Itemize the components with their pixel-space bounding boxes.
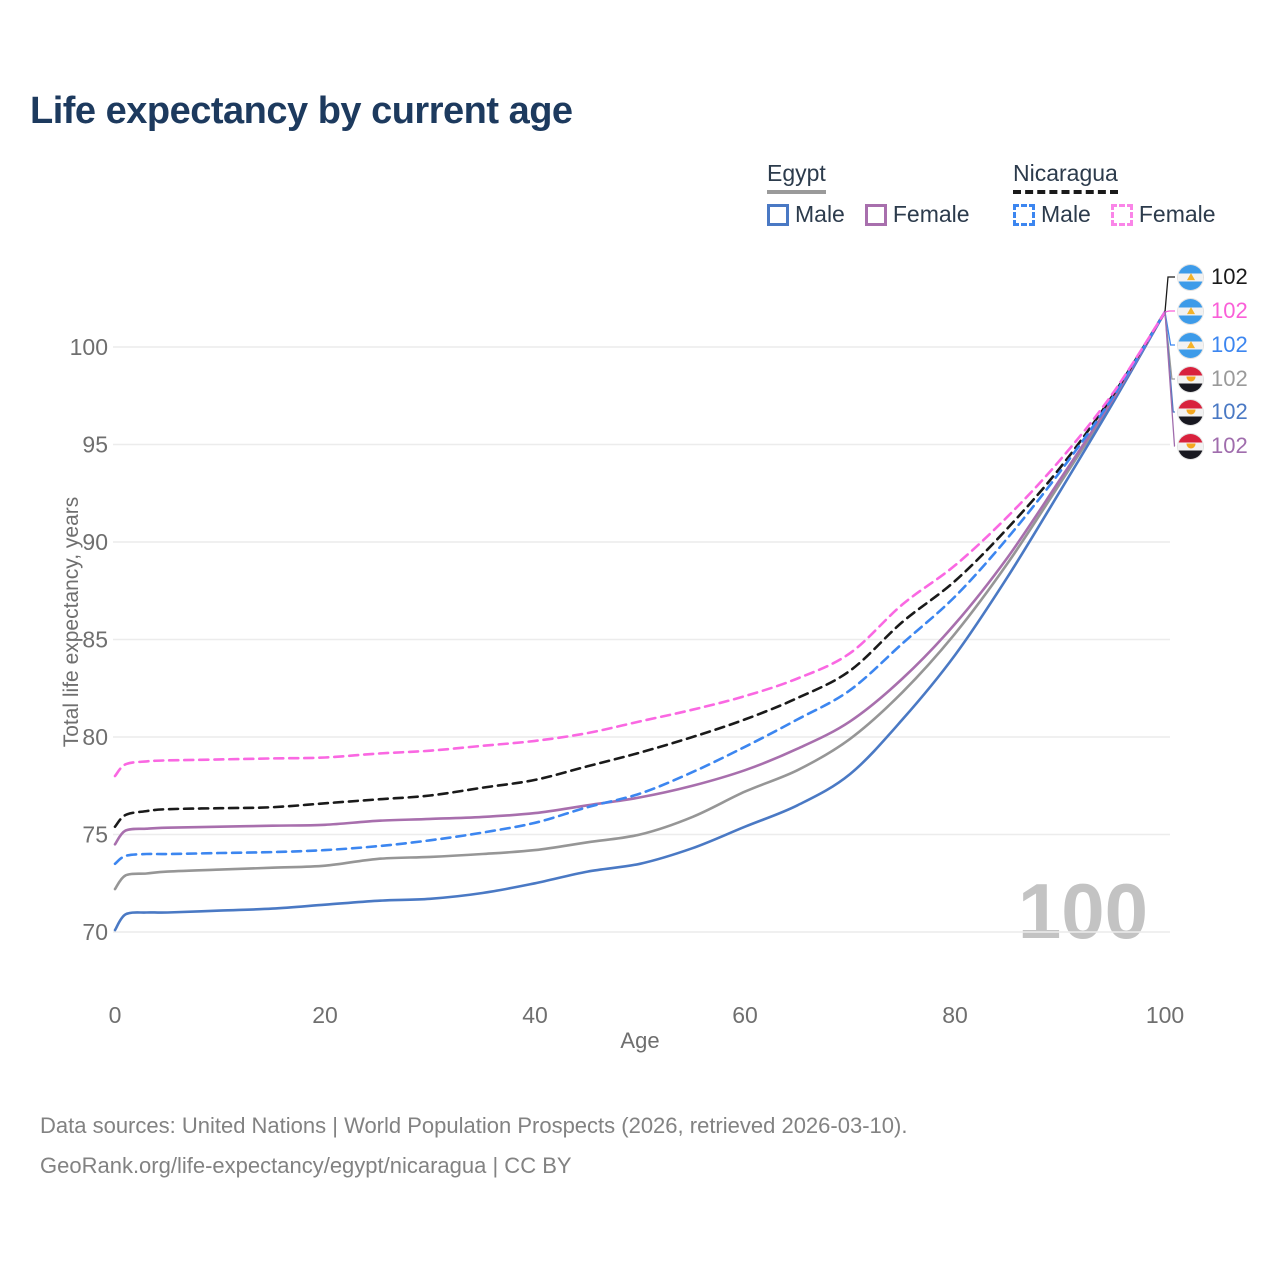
y-tick-label-75: 75 [82,822,108,848]
x-tick-label-40: 40 [522,1002,548,1028]
legend-label: Male [795,201,845,227]
end-label-value: 102 [1211,366,1248,391]
end-label-connector-nicaragua-male [1164,311,1175,346]
series-line-nicaragua-female[interactable] [113,310,1167,778]
x-tick-label-20: 20 [312,1002,338,1028]
nicaragua-flag-icon [1178,264,1203,290]
footer-sources: Data sources: United Nations | World Pop… [40,1113,908,1138]
end-label-egypt-female: 102 [1178,433,1248,459]
legend-label: Female [1138,201,1216,227]
footer-url: GeoRank.org/life-expectancy/egypt/nicara… [40,1153,572,1178]
y-tick-label-85: 85 [82,627,108,653]
end-label-nicaragua-female: 102 [1178,298,1248,324]
end-label-egypt-male: 102 [1178,399,1248,425]
legend-heading-nicaragua: Nicaragua [1013,160,1118,194]
legend-group-egypt: Egypt Male Female [767,160,970,228]
egypt-flag-icon [1178,366,1203,392]
end-label-value: 102 [1211,264,1248,289]
footer: Data sources: United Nations | World Pop… [40,1106,907,1186]
legend-items-egypt: Male Female [767,201,970,228]
legend-item-nicaragua-male[interactable]: Male [1013,201,1091,228]
legend-items-nicaragua: Male Female [1013,201,1216,228]
end-label-value: 102 [1211,332,1248,357]
y-tick-label-70: 70 [82,919,108,945]
end-label-egypt-both: 102 [1178,366,1248,392]
x-tick-label-0: 0 [109,1002,122,1028]
end-label-connector-nicaragua-female [1164,310,1175,313]
end-label-connector-egypt-female [1164,311,1176,447]
y-tick-label-90: 90 [82,529,108,555]
egypt-male-swatch-icon [767,203,789,226]
egypt-flag-icon [1178,433,1203,459]
nicaragua-flag-icon [1178,298,1203,324]
end-label-value: 102 [1211,399,1248,424]
legend-group-nicaragua: Nicaragua Male Female [1013,160,1216,228]
nicaragua-flag-icon [1178,332,1203,358]
y-tick-label-80: 80 [82,724,108,750]
legend-item-egypt-female[interactable]: Female [864,201,970,228]
y-tick-label-95: 95 [82,432,108,458]
x-tick-label-100: 100 [1146,1002,1184,1028]
end-label-connector-nicaragua-both [1164,276,1175,312]
series-line-egypt-male[interactable] [113,310,1167,932]
legend-label: Female [892,201,970,227]
end-label-nicaragua-both: 102 [1178,264,1248,290]
series-line-egypt-both[interactable] [113,310,1167,891]
series-line-nicaragua-male[interactable] [113,310,1167,866]
current-age-watermark: 100 [1017,867,1148,955]
legend-heading-egypt: Egypt [767,160,826,194]
legend-item-egypt-male[interactable]: Male [767,201,845,228]
nicaragua-male-swatch-icon [1013,203,1035,226]
y-tick-label-100: 100 [70,334,108,360]
x-tick-label-60: 60 [732,1002,758,1028]
end-label-value: 102 [1211,298,1248,323]
end-label-value: 102 [1211,433,1248,458]
end-label-nicaragua-male: 102 [1178,332,1248,358]
legend-item-nicaragua-female[interactable]: Female [1110,201,1216,228]
egypt-flag-icon [1178,399,1203,425]
series-line-nicaragua-both[interactable] [113,310,1167,828]
x-tick-label-80: 80 [942,1002,968,1028]
page-title: Life expectancy by current age [30,90,573,132]
x-axis-title: Age [620,1028,660,1053]
nicaragua-female-swatch-icon [1110,203,1133,226]
legend-label: Male [1041,201,1091,227]
egypt-female-swatch-icon [864,203,887,226]
